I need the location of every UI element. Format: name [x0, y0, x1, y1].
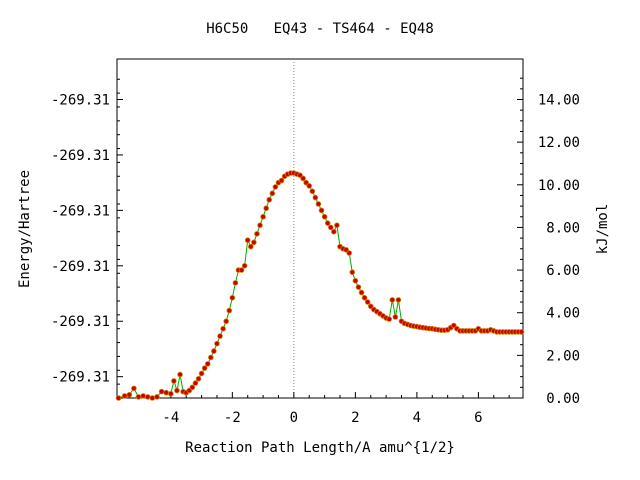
data-point — [171, 378, 177, 384]
data-point — [331, 228, 337, 235]
data-point — [195, 376, 202, 382]
y-left-axis-label: Energy/Hartree — [17, 170, 33, 288]
x-tick-label: -2 — [224, 410, 241, 426]
data-point — [229, 294, 236, 301]
data-point — [321, 213, 328, 220]
y-right-tick-label: 14.00 — [538, 93, 580, 109]
data-point — [217, 333, 223, 339]
data-point — [214, 340, 220, 347]
y-right-axis-ticks: 0.00 2.00 4.00 6.00 8.00 10.00 12.00 14.00 — [517, 77, 580, 407]
plot-frame — [116, 58, 524, 399]
x-axis-ticks: -4 -2 0 2 4 6 — [124, 392, 510, 426]
data-point — [204, 361, 211, 367]
data-point — [361, 294, 368, 301]
data-point — [174, 387, 180, 394]
y-left-tick-label: -269.31 — [51, 370, 110, 386]
data-point — [364, 299, 371, 305]
energy-profile-markers — [115, 170, 525, 401]
y-right-tick-label: 12.00 — [538, 135, 580, 151]
data-point — [392, 314, 399, 320]
data-point — [126, 392, 133, 398]
x-tick-label: -4 — [162, 410, 179, 426]
data-point — [269, 190, 276, 197]
y-right-tick-label: 4.00 — [546, 306, 580, 322]
data-point — [334, 222, 340, 229]
data-point — [389, 297, 396, 303]
y-left-tick-label: -269.31 — [51, 314, 110, 330]
data-point — [121, 393, 128, 399]
data-point — [189, 384, 196, 391]
data-point — [198, 370, 205, 377]
y-right-axis-label: kJ/mol — [595, 204, 611, 255]
y-right-tick-label: 10.00 — [538, 178, 580, 194]
y-right-tick-label: 8.00 — [546, 220, 580, 236]
data-point — [251, 239, 257, 246]
y-left-tick-label: -269.31 — [51, 148, 110, 164]
data-point — [208, 354, 214, 361]
data-point — [352, 277, 359, 284]
y-right-tick-label: 6.00 — [546, 263, 580, 279]
data-point — [327, 224, 334, 231]
x-tick-label: 0 — [290, 410, 298, 426]
data-point — [226, 307, 233, 314]
y-left-axis-ticks: -269.31 -269.31 -269.31 -269.31 -269.31 -269.… — [51, 78, 123, 399]
data-point — [278, 177, 285, 184]
x-tick-label: 6 — [474, 410, 482, 426]
data-point — [355, 284, 362, 290]
data-point — [349, 269, 356, 276]
data-point — [318, 207, 325, 214]
data-point — [223, 318, 229, 325]
data-point — [232, 280, 239, 286]
data-point — [135, 394, 142, 400]
y-right-tick-label: 2.00 — [546, 348, 580, 364]
x-tick-label: 2 — [351, 410, 359, 426]
data-point — [211, 348, 217, 354]
data-point — [300, 175, 306, 182]
data-point — [395, 297, 402, 303]
data-point — [247, 243, 254, 250]
y-right-tick-label: 0.00 — [546, 391, 580, 407]
data-point — [158, 388, 165, 395]
data-point — [312, 194, 319, 201]
data-point — [254, 231, 260, 237]
x-tick-label: 4 — [413, 410, 421, 426]
data-point — [201, 365, 208, 371]
y-left-tick-label: -269.31 — [51, 203, 110, 219]
data-point — [272, 184, 279, 190]
data-point — [154, 394, 160, 400]
data-point — [140, 393, 146, 399]
data-point — [238, 267, 245, 273]
data-point — [386, 316, 393, 322]
y-left-tick-label: -269.31 — [51, 259, 110, 275]
data-point — [263, 205, 269, 212]
data-point — [306, 183, 313, 189]
data-point — [163, 389, 170, 396]
data-point — [168, 390, 174, 397]
data-point — [131, 385, 137, 392]
data-point — [220, 325, 226, 332]
data-point — [244, 237, 251, 244]
y-left-tick-label: -269.31 — [51, 93, 110, 109]
data-point — [177, 371, 183, 378]
data-point — [518, 329, 525, 335]
data-point — [144, 394, 151, 400]
chart-title: H6C50 EQ43 - TS464 - EQ48 — [206, 21, 434, 37]
data-point — [358, 289, 365, 296]
data-point — [192, 380, 199, 386]
energy-profile-line — [118, 172, 522, 399]
data-point — [315, 201, 322, 207]
data-point — [257, 222, 263, 229]
data-point — [115, 395, 122, 401]
data-point — [324, 220, 331, 226]
data-point — [149, 395, 156, 401]
x-axis-label: Reaction Path Length/A amu^{1/2} — [185, 440, 455, 456]
data-point — [309, 188, 316, 194]
data-point — [241, 263, 248, 269]
data-point — [266, 196, 273, 203]
data-point — [346, 250, 353, 256]
data-point — [260, 213, 266, 220]
